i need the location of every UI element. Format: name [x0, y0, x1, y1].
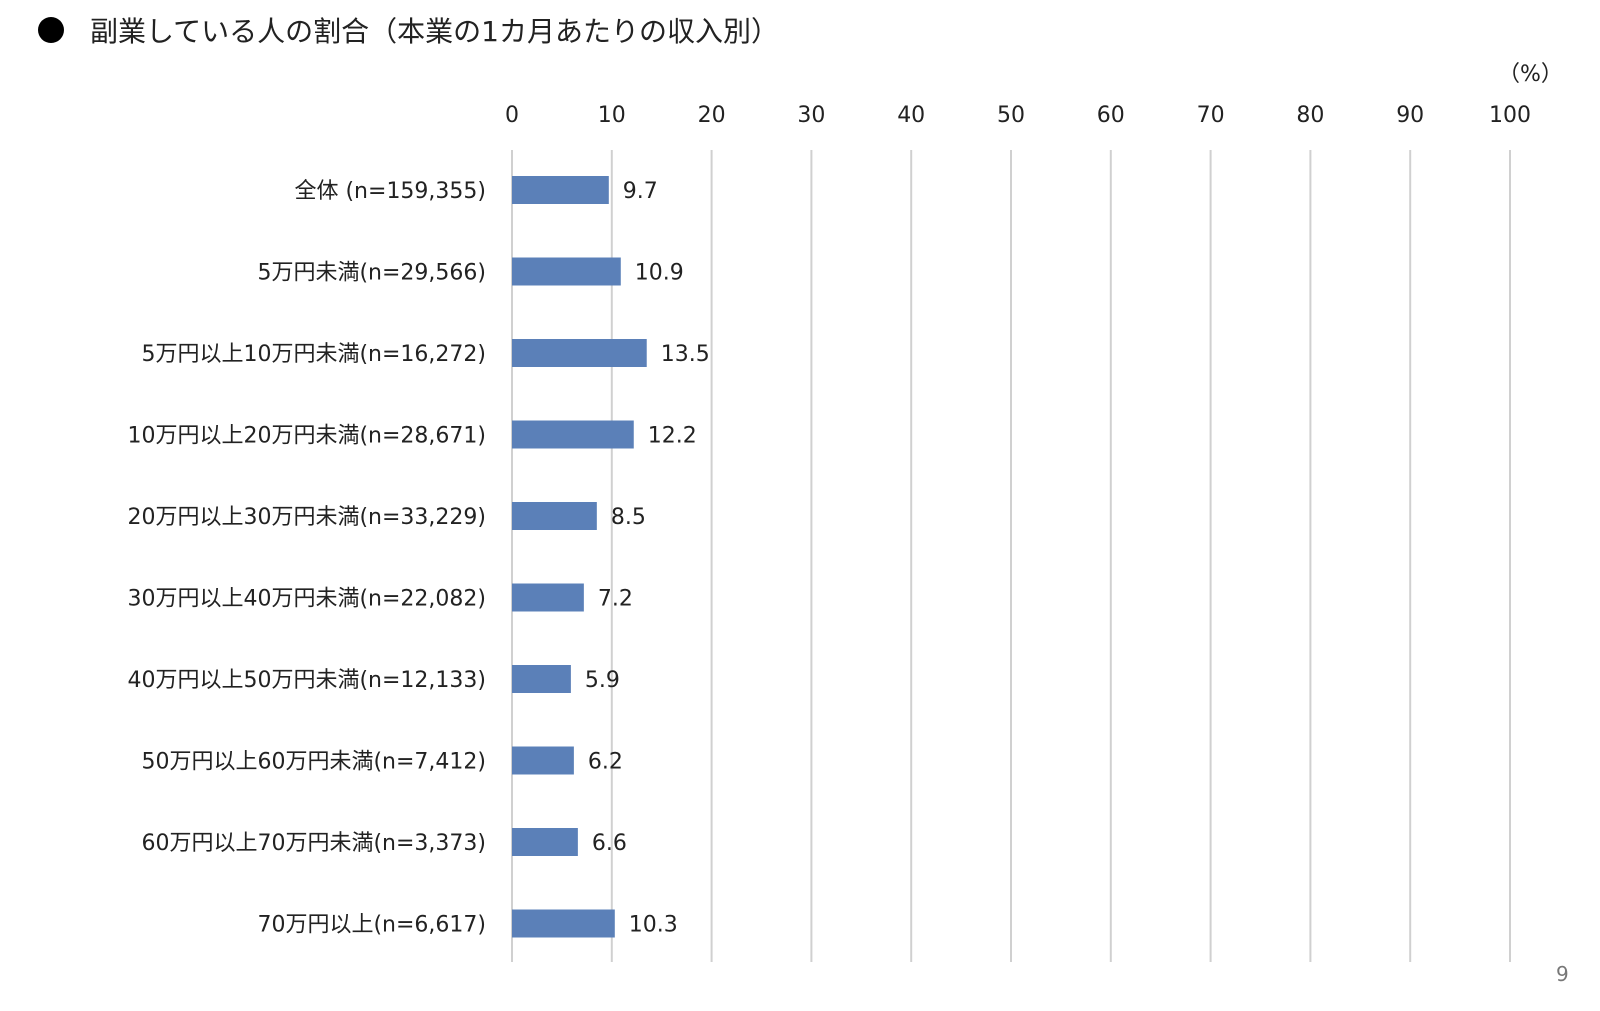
category-label: 10万円以上20万円未満(n=28,671): [127, 424, 486, 449]
x-tick-label: 90: [1396, 103, 1424, 128]
x-tick-label: 10: [598, 103, 626, 128]
x-tick-label: 50: [997, 103, 1025, 128]
category-label: 5万円未満(n=29,566): [257, 261, 486, 286]
x-tick-label: 70: [1197, 103, 1225, 128]
value-label: 10.9: [635, 261, 684, 286]
x-tick-label: 40: [897, 103, 925, 128]
bars: [512, 176, 647, 938]
category-label: 20万円以上30万円未満(n=33,229): [127, 505, 486, 530]
value-label: 9.7: [623, 179, 658, 204]
category-label: 全体 (n=159,355): [294, 179, 486, 204]
value-label: 5.9: [585, 668, 620, 693]
chart-title: 副業している人の割合（本業の1カ月あたりの収入別）: [90, 15, 779, 48]
x-tick-labels: 0 10 20 30 40 50 60 70 80 90 100: [505, 103, 1531, 128]
grid-lines: [511, 150, 1511, 962]
bar: [512, 176, 609, 204]
unit-label: （%）: [1498, 62, 1563, 87]
value-label: 10.3: [629, 913, 678, 938]
value-label: 7.2: [598, 587, 633, 612]
value-label: 6.2: [588, 750, 623, 775]
value-labels: 9.7 10.9 13.5 12.2 8.5 7.2 5.9 6.2 6.6 10.3: [585, 179, 710, 938]
bullet-icon: [38, 17, 64, 43]
x-tick-label: 0: [505, 103, 519, 128]
bar: [512, 502, 597, 530]
title-row: 副業している人の割合（本業の1カ月あたりの収入別）: [38, 8, 779, 52]
bar: [512, 828, 578, 856]
value-label: 8.5: [611, 505, 646, 530]
category-label: 60万円以上70万円未満(n=3,373): [141, 831, 486, 856]
category-labels: 全体 (n=159,355) 5万円未満(n=29,566) 5万円以上10万円未満…: [127, 179, 486, 938]
bar: [512, 420, 634, 449]
value-label: 6.6: [592, 831, 627, 856]
bar: [512, 583, 584, 612]
bar: [512, 665, 571, 693]
bar: [512, 909, 615, 938]
category-label: 70万円以上(n=6,617): [257, 913, 486, 938]
category-label: 5万円以上10万円未満(n=16,272): [141, 342, 486, 367]
x-tick-label: 100: [1489, 103, 1531, 128]
value-label: 13.5: [661, 342, 710, 367]
page-number: 9: [1556, 962, 1569, 986]
x-tick-label: 80: [1296, 103, 1324, 128]
x-tick-label: 20: [698, 103, 726, 128]
value-label: 12.2: [648, 424, 697, 449]
bar: [512, 257, 621, 286]
category-label: 30万円以上40万円未満(n=22,082): [127, 587, 486, 612]
category-label: 50万円以上60万円未満(n=7,412): [141, 750, 486, 775]
x-tick-label: 30: [797, 103, 825, 128]
category-label: 40万円以上50万円未満(n=12,133): [127, 668, 486, 693]
bar: [512, 746, 574, 775]
bar: [512, 339, 647, 367]
x-tick-label: 60: [1097, 103, 1125, 128]
